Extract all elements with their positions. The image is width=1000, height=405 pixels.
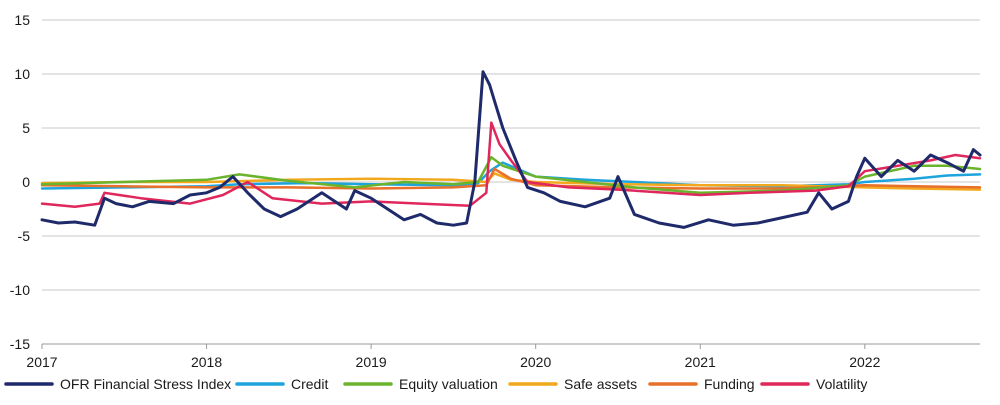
y-tick-label: -15 [10, 336, 30, 352]
series-line-credit [40, 161, 982, 190]
y-tick-label: 10 [14, 66, 30, 82]
series-lines [40, 70, 982, 229]
series-line-equity-valuation [40, 155, 982, 195]
y-tick-label: 15 [14, 12, 30, 28]
x-tick-label: 2018 [191, 354, 222, 370]
y-tick-label: 0 [22, 174, 30, 190]
legend-label: Credit [291, 376, 328, 392]
x-tick-label: 2017 [26, 354, 57, 370]
series-line-volatility [40, 121, 982, 209]
series-line-ofr-financial-stress-index [40, 70, 982, 229]
legend-label: Equity valuation [399, 376, 498, 392]
y-tick-label: 5 [22, 120, 30, 136]
legend-label: Safe assets [564, 376, 637, 392]
y-tick-label: -10 [10, 282, 30, 298]
y-tick-label: -5 [18, 228, 31, 244]
legend-label: Volatility [816, 376, 867, 392]
legend-label: OFR Financial Stress Index [60, 376, 231, 392]
axes: 15 10 5 0 -5 -10 -15 2017 2018 2019 2020 2021 2022 [10, 12, 980, 370]
x-tick-label: 2020 [520, 354, 551, 370]
x-tick-label: 2019 [356, 354, 387, 370]
legend-label: Funding [704, 376, 755, 392]
x-tick-label: 2021 [685, 354, 716, 370]
x-tick-label: 2022 [849, 354, 880, 370]
legend: OFR Financial Stress Index Credit Equity v… [4, 376, 867, 392]
